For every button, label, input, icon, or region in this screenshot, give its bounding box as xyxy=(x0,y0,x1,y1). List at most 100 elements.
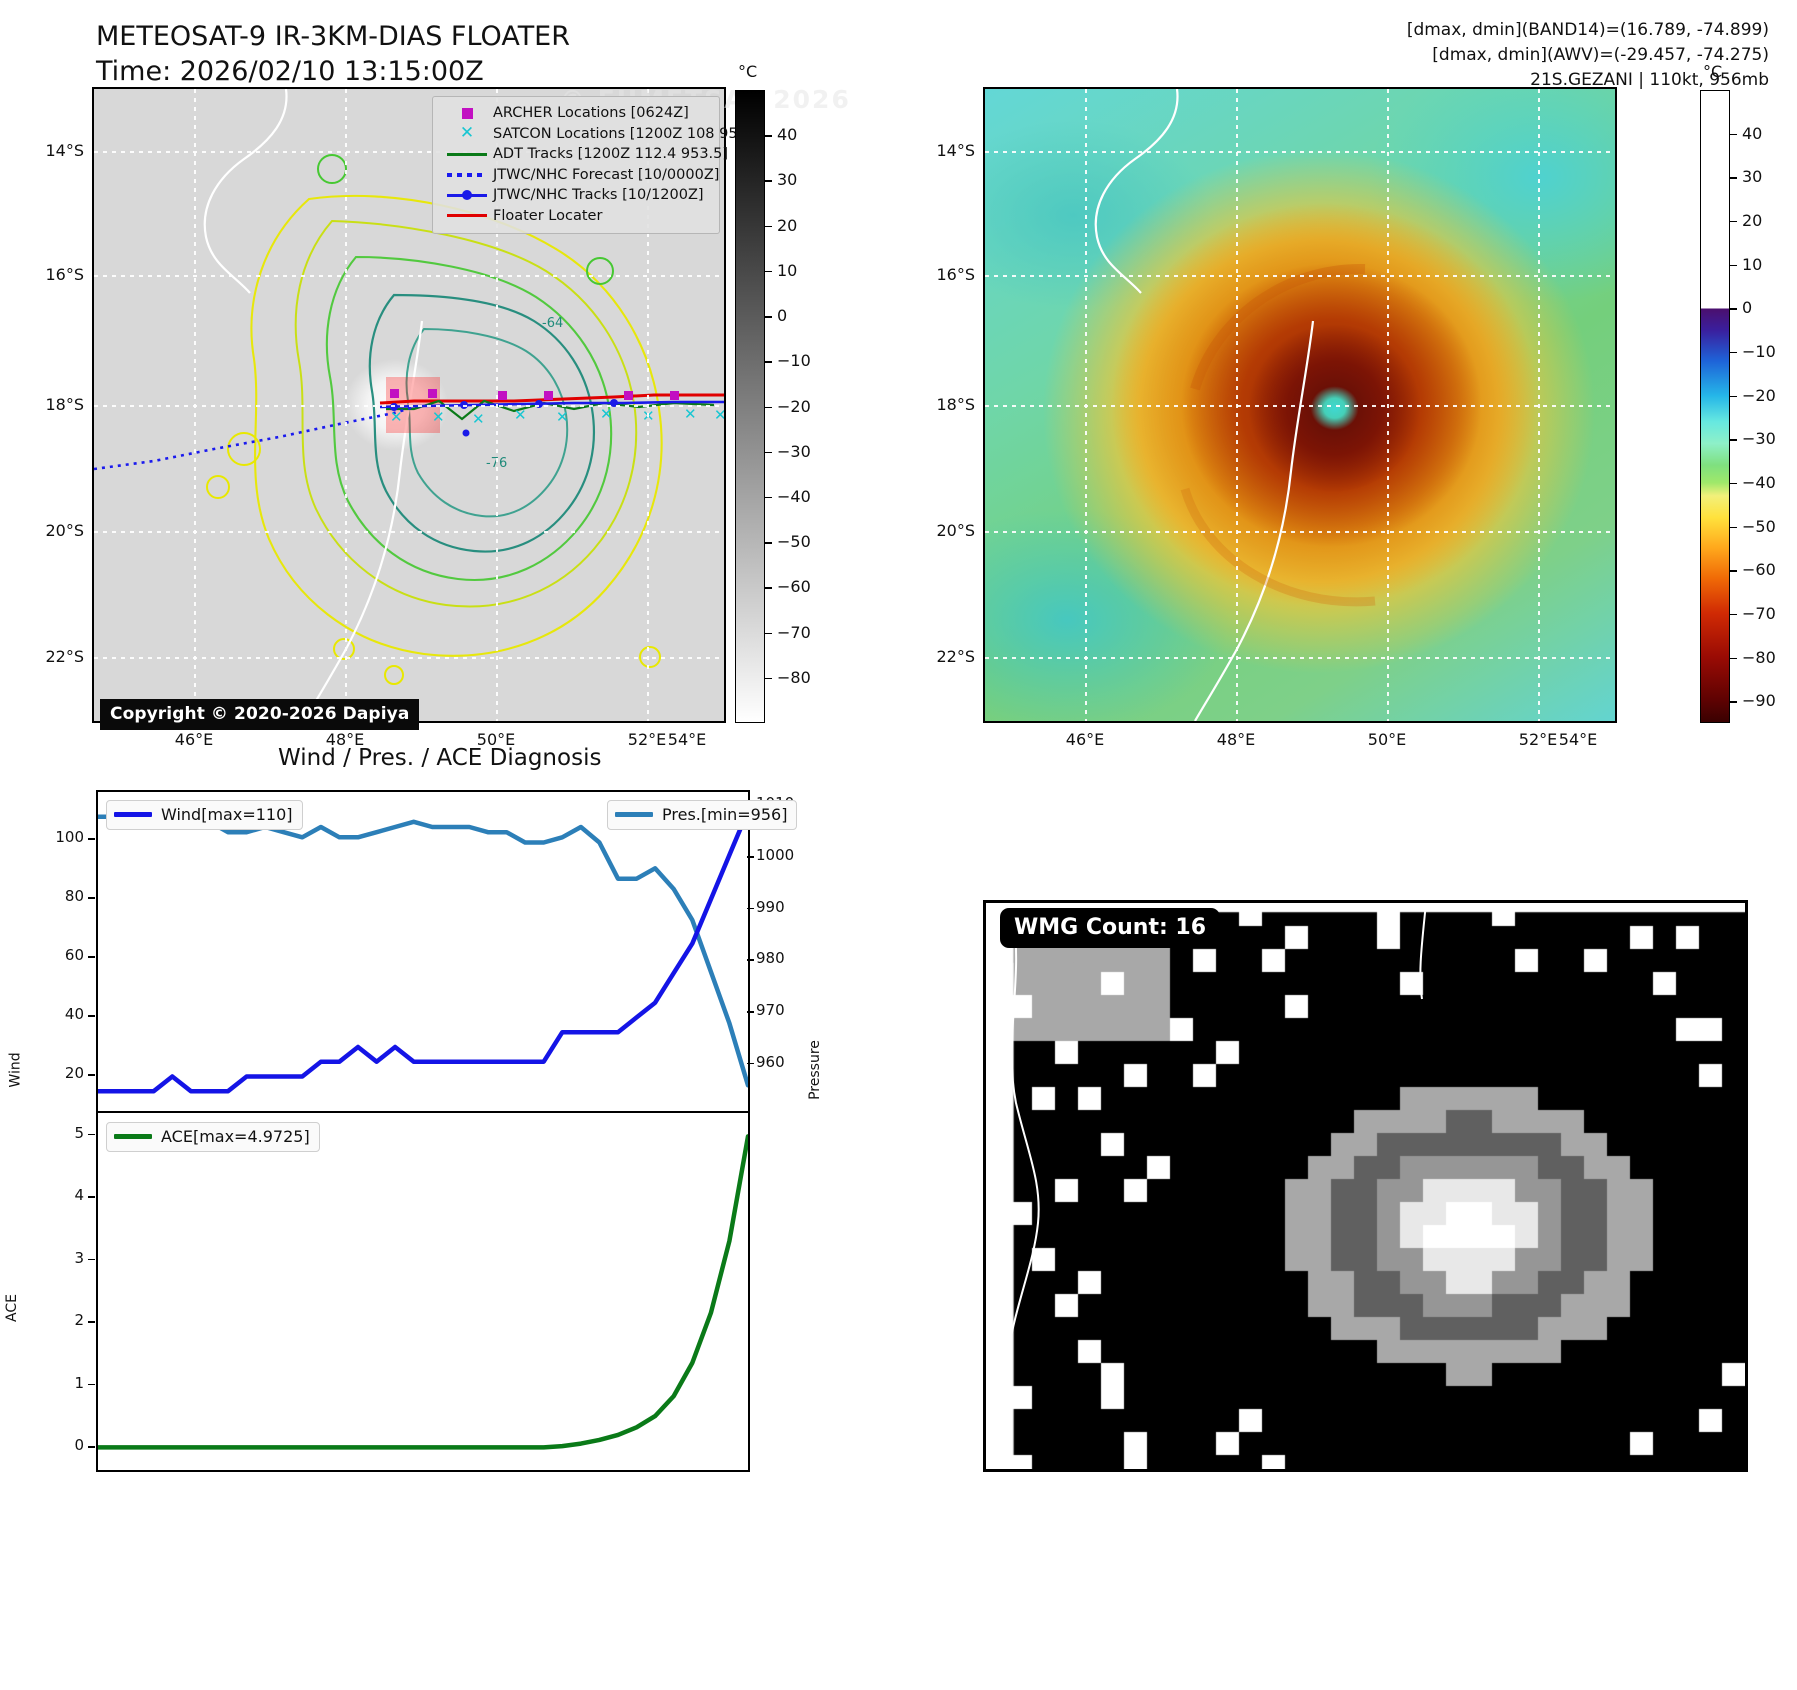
gray-cbar-tick-label: 10 xyxy=(777,260,798,280)
ir-lon-tick-52e: 52°E xyxy=(627,730,667,749)
wind-legend-swatch xyxy=(114,812,152,817)
ir-lat-tick-22s: 22°S xyxy=(45,647,84,666)
ir-panel-title: METEOSAT-9 IR-3KM-DIAS FLOATER Time: 202… xyxy=(96,20,570,89)
wind-y-tick-mark xyxy=(88,1015,95,1017)
ace-y-tick: 0 xyxy=(74,1436,84,1455)
color-colorbar-unit: °C xyxy=(1703,62,1723,81)
gray-cbar-tick-label: −20 xyxy=(777,396,811,416)
color-cbar-tick-label: −20 xyxy=(1742,385,1776,405)
wind-pressure-chart[interactable] xyxy=(96,790,750,1112)
ace-plot xyxy=(98,1134,748,1450)
pressure-legend-label: Pres.[min=956] xyxy=(662,805,788,824)
awv-lat-tick-20s: 20°S xyxy=(936,521,975,540)
wind-line xyxy=(98,808,748,1094)
awv-satellite-image[interactable] xyxy=(983,87,1617,723)
color-cbar-tick-notch xyxy=(1730,482,1737,485)
legend-item-archer[interactable]: ARCHER Locations [0624Z] xyxy=(441,103,711,124)
gray-cbar-tick-notch xyxy=(765,361,772,363)
pressure-legend-swatch xyxy=(615,812,653,817)
awv-lon-tick-48e: 48°E xyxy=(1216,730,1256,749)
wind-y-tick: 80 xyxy=(64,887,84,906)
ace-y-tick-mark xyxy=(88,1133,95,1136)
color-cbar-tick-label: −60 xyxy=(1742,560,1776,580)
ir-legend: ARCHER Locations [0624Z] ✕ SATCON Locati… xyxy=(432,96,753,234)
gray-cbar-tick-notch xyxy=(765,180,772,182)
color-cbar-tick-notch xyxy=(1730,701,1737,703)
ir-gridline-lat-18 xyxy=(94,405,724,407)
wmg-panel[interactable] xyxy=(983,900,1748,1472)
color-cbar-tick-notch xyxy=(1730,395,1737,398)
pressure-line xyxy=(98,814,748,1088)
gray-cbar-tick-notch xyxy=(765,270,772,273)
color-colorbar xyxy=(1700,90,1730,723)
color-cbar-tick-notch xyxy=(1730,133,1737,136)
gray-cbar-tick-label: −30 xyxy=(777,441,811,461)
legend-item-floater-locater[interactable]: Floater Locater xyxy=(441,206,711,227)
pressure-y-tick: 960 xyxy=(756,1052,785,1071)
color-cbar-tick-notch xyxy=(1730,570,1737,572)
awv-lon-tick-50e: 50°E xyxy=(1367,730,1407,749)
gray-cbar-tick-notch xyxy=(765,406,772,408)
ir-lon-tick-48e: 48°E xyxy=(325,730,365,749)
legend-item-satcon[interactable]: ✕ SATCON Locations [1200Z 108 955] xyxy=(441,123,753,145)
gray-cbar-tick-label: −70 xyxy=(777,622,811,642)
gray-cbar-tick-notch xyxy=(765,677,772,680)
color-cbar-tick-label: 30 xyxy=(1742,167,1763,187)
gray-cbar-tick-label: −80 xyxy=(777,667,811,687)
awv-header-line2: [dmax, dmin](AWV)=(-29.457, -74.275) xyxy=(1432,45,1769,66)
pressure-y-tick: 1000 xyxy=(756,846,795,864)
ir-lon-tick-46e: 46°E xyxy=(174,730,214,749)
pressure-y-tick: 970 xyxy=(756,1001,785,1019)
legend-label: ADT Tracks [1200Z 112.4 953.5] xyxy=(493,146,729,163)
ace-y-tick-mark xyxy=(88,1383,95,1386)
ir-gridline-lat-14 xyxy=(94,151,724,153)
gray-colorbar xyxy=(735,90,765,723)
gray-cbar-tick-label: −50 xyxy=(777,532,811,552)
wind-y-tick: 60 xyxy=(64,946,84,965)
legend-item-jtwc-forecast[interactable]: JTWC/NHC Forecast [10/0000Z] xyxy=(441,165,719,186)
ace-line xyxy=(98,1134,748,1450)
pressure-legend[interactable]: Pres.[min=956] xyxy=(607,800,798,830)
ace-y-tick: 3 xyxy=(74,1248,84,1267)
awv-lat-tick-14s: 14°S xyxy=(936,141,975,160)
color-cbar-tick-notch xyxy=(1730,351,1737,354)
line-green-icon xyxy=(441,152,493,156)
legend-item-jtwc-tracks[interactable]: JTWC/NHC Tracks [10/1200Z] xyxy=(441,185,711,206)
color-cbar-tick-notch xyxy=(1730,220,1737,223)
gray-cbar-tick-label: −60 xyxy=(777,577,811,597)
wind-y-tick-mark xyxy=(88,1074,95,1076)
ace-legend-label: ACE[max=4.9725] xyxy=(161,1127,310,1146)
awv-lon-tick-52e: 52°E xyxy=(1518,730,1558,749)
wind-y-tick-mark xyxy=(88,956,95,958)
pressure-y-tick-mark xyxy=(747,1011,754,1013)
awv-header-line1: [dmax, dmin](BAND14)=(16.789, -74.899) xyxy=(1406,20,1769,40)
wind-legend[interactable]: Wind[max=110] xyxy=(106,800,303,830)
wind-pressure-plot xyxy=(98,808,748,1094)
gray-cbar-tick-label: 30 xyxy=(777,170,798,190)
gray-cbar-tick-notch xyxy=(765,225,772,228)
legend-label: ARCHER Locations [0624Z] xyxy=(493,105,689,122)
color-cbar-tick-notch xyxy=(1730,657,1737,660)
legend-item-adt[interactable]: ADT Tracks [1200Z 112.4 953.5] xyxy=(441,144,728,165)
color-cbar-tick-label: 20 xyxy=(1742,210,1763,230)
gray-cbar-tick-notch xyxy=(765,542,772,544)
color-cbar-tick-notch xyxy=(1730,308,1737,310)
ir-lat-tick-18s: 18°S xyxy=(45,395,84,414)
legend-label: SATCON Locations [1200Z 108 955] xyxy=(493,125,753,142)
ace-y-tick-mark xyxy=(88,1196,95,1198)
gray-cbar-tick-notch xyxy=(765,587,772,589)
ir-gridline-lat-20 xyxy=(94,531,724,533)
awv-gridline-lat-20 xyxy=(985,531,1615,533)
gray-cbar-tick-label: 20 xyxy=(777,215,798,235)
wind-y-tick: 40 xyxy=(64,1005,84,1024)
ace-chart[interactable] xyxy=(96,1112,750,1472)
pressure-y-tick-mark xyxy=(747,959,754,961)
legend-label: Floater Locater xyxy=(493,207,603,224)
ace-y-tick: 4 xyxy=(74,1186,84,1205)
x-marker-cyan-icon: ✕ xyxy=(459,123,475,144)
ace-legend[interactable]: ACE[max=4.9725] xyxy=(106,1122,320,1152)
color-cbar-tick-notch xyxy=(1730,439,1737,441)
ir-lon-tick-50e: 50°E xyxy=(476,730,516,749)
awv-lat-tick-18s: 18°S xyxy=(936,395,975,414)
